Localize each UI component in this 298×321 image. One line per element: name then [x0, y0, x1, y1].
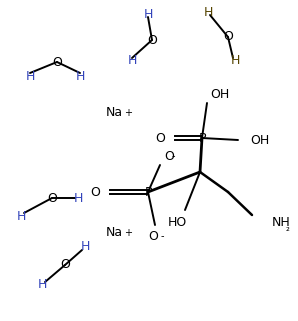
Text: H: H	[127, 55, 137, 67]
Text: O: O	[164, 151, 174, 163]
Text: HO: HO	[167, 215, 187, 229]
Text: O: O	[147, 33, 157, 47]
Text: O: O	[223, 30, 233, 44]
Text: +: +	[124, 108, 132, 118]
Text: O: O	[60, 258, 70, 272]
Text: Na: Na	[105, 106, 122, 118]
Text: -: -	[161, 231, 164, 241]
Text: H: H	[80, 240, 90, 254]
Text: H: H	[37, 279, 47, 291]
Text: O: O	[155, 132, 165, 144]
Text: OH: OH	[250, 134, 269, 146]
Text: H: H	[25, 70, 35, 82]
Text: +: +	[124, 228, 132, 238]
Text: H: H	[203, 6, 213, 20]
Text: O: O	[90, 186, 100, 198]
Text: OH: OH	[210, 89, 229, 101]
Text: O: O	[47, 192, 57, 204]
Text: -: -	[172, 151, 176, 161]
Text: H: H	[16, 210, 26, 222]
Text: H: H	[73, 192, 83, 204]
Text: NH: NH	[272, 215, 291, 229]
Text: O: O	[148, 230, 158, 244]
Text: Na: Na	[105, 225, 122, 239]
Text: O: O	[52, 56, 62, 68]
Text: ₂: ₂	[286, 223, 290, 233]
Text: P: P	[144, 186, 152, 198]
Text: H: H	[230, 55, 240, 67]
Text: H: H	[143, 8, 153, 22]
Text: P: P	[198, 132, 206, 144]
Text: H: H	[75, 70, 85, 82]
